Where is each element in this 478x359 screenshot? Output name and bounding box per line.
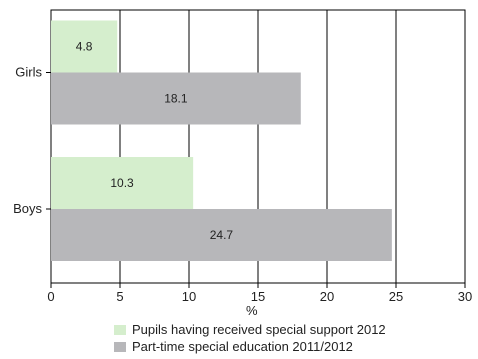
x-tick-label: 10 xyxy=(182,289,196,304)
x-tick-label: 0 xyxy=(47,289,54,304)
bar xyxy=(51,157,194,209)
legend-swatch-part-time xyxy=(114,341,126,352)
legend-label-special-support: Pupils having received special support 2… xyxy=(132,322,386,337)
legend-item-special-support: Pupils having received special support 2… xyxy=(114,321,386,338)
data-label: 4.8 xyxy=(76,40,93,54)
x-axis-label: % xyxy=(246,303,258,318)
legend-swatch-special-support xyxy=(114,324,126,335)
data-label: 18.1 xyxy=(164,92,188,106)
data-label: 24.7 xyxy=(210,228,234,242)
bar xyxy=(51,20,118,73)
category-label: Boys xyxy=(13,201,42,216)
x-tick-label: 25 xyxy=(389,289,403,304)
bar xyxy=(51,72,301,125)
legend: Pupils having received special support 2… xyxy=(114,321,386,355)
data-label: 10.3 xyxy=(110,176,134,190)
legend-item-part-time: Part-time special education 2011/2012 xyxy=(114,338,386,355)
bar xyxy=(51,209,392,261)
x-tick-label: 15 xyxy=(251,289,265,304)
x-tick-label: 30 xyxy=(458,289,472,304)
x-tick-label: 20 xyxy=(320,289,334,304)
category-label: Girls xyxy=(15,65,42,80)
x-tick-label: 5 xyxy=(116,289,123,304)
legend-label-part-time: Part-time special education 2011/2012 xyxy=(132,339,353,354)
